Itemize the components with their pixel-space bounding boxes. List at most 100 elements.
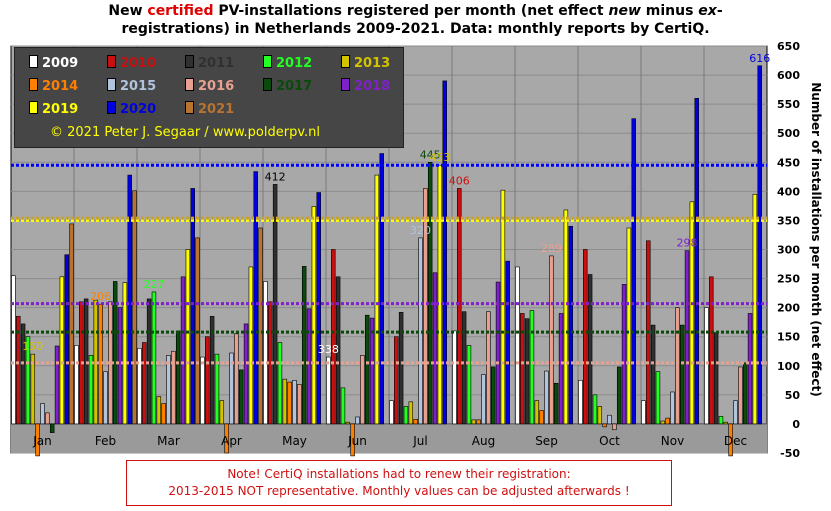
bar-2019-feb [122,282,128,425]
legend-entry-2017: 2017 [263,78,312,94]
x-tick-label: Aug [472,434,495,448]
bar-2018-may [306,308,312,425]
note-box: Note! CertiQ installations had to renew … [126,460,672,506]
bar-2019-aug [500,189,506,425]
legend-entry-2019: 2019 [29,101,78,117]
y-tick-label: 150 [777,331,800,344]
bar-2016-jun [360,355,365,425]
bar-2013-jan [30,353,36,425]
bar-2014-mar [161,403,166,425]
data-label: 445 [420,148,441,161]
bar-2011-dec [713,332,719,425]
y-tick-label: 350 [777,214,800,227]
bar-2017-jul [427,161,433,425]
legend-label: 2018 [354,79,391,94]
bar-2017-aug [490,366,496,425]
legend-entry-2009: 2009 [29,55,78,71]
y-tick-label: 650 [777,40,800,53]
y-tick-label: 600 [777,69,800,82]
bar-2009-may [263,281,268,425]
copyright-text: © 2021 Peter J. Segaar / www.polderpv.nl [50,125,320,140]
legend-label: 2015 [120,79,157,94]
bar-2018-sep [558,313,564,425]
note-line-1: Note! CertiQ installations had to renew … [227,467,571,481]
bar-2011-jun [335,276,341,425]
bar-2018-aug [495,281,501,425]
bar-2014-nov [665,417,670,425]
bar-2014-sep [539,410,544,425]
legend-entry-2021: 2021 [185,101,234,117]
bar-2016-oct [612,423,617,431]
bar-2015-oct [607,414,612,425]
bar-2010-jun [331,249,336,425]
bar-2018-jul [432,272,438,425]
bar-2014-jan [35,423,40,457]
y-tick-label: 100 [777,360,800,373]
y-tick-label: 200 [777,302,800,315]
legend-label: 2009 [42,56,79,71]
bar-2014-jul [413,418,418,425]
bar-2015-feb [103,371,108,425]
bar-2016-dec [738,366,743,425]
bar-2013-aug [471,419,477,425]
bar-2017-apr [238,369,244,425]
bar-2021-feb [132,190,137,425]
bar-2014-jun [350,423,355,457]
y-tick-label: 300 [777,244,800,257]
data-label: 227 [143,278,164,291]
bar-2020-aug [505,260,510,425]
x-tick-label: Jan [32,434,52,448]
chart-legend: 2009 2010 2011 2012 2013 2014 2015 2016 2017 2018… [14,47,404,148]
bar-2017-feb [112,281,118,425]
bar-2010-dec [709,276,714,425]
bar-2020-jul [442,80,447,425]
data-label: 616 [749,52,770,65]
bar-2017-may [301,266,307,425]
legend-entry-2018: 2018 [341,78,390,94]
legend-swatch [185,78,194,91]
bar-2009-jul [389,400,394,425]
bar-2016-may [297,384,302,425]
data-label: 150 [22,340,43,353]
bar-2012-aug [466,345,472,425]
bar-2017-dec [742,362,748,425]
bar-2019-jun [374,174,380,425]
bar-2015-jun [355,416,360,425]
bar-2019-oct [626,227,632,425]
bar-2021-apr [258,227,263,425]
bar-2009-apr [200,356,205,425]
legend-label: 2020 [120,102,157,117]
data-label: 298 [677,237,698,250]
bar-2021-jan [69,223,74,425]
bar-2020-mar [190,188,195,425]
legend-swatch [185,101,194,114]
bar-2019-dec [752,193,758,425]
bar-2016-apr [234,333,239,425]
x-tick-label: Feb [95,434,116,448]
bar-2015-sep [544,370,549,425]
bar-2018-mar [180,276,186,425]
legend-label: 2019 [42,102,79,117]
legend-swatch [29,78,38,91]
legend-entry-2013: 2013 [341,55,390,71]
bar-2012-nov [655,371,661,425]
legend-swatch [185,55,194,68]
bar-2020-apr [253,171,258,425]
bar-2015-dec [733,400,738,425]
bar-2010-mar [142,342,147,425]
bar-2012-sep [529,310,535,425]
note-line-2: 2013-2015 NOT representative. Monthly va… [168,484,630,498]
y-tick-label: -50 [780,447,800,460]
bar-2016-aug [486,311,491,425]
bar-2019-sep [563,209,569,425]
bar-2015-may [292,380,297,425]
bar-2015-apr [229,352,234,425]
bar-2010-jan [16,316,21,425]
legend-label: 2010 [120,56,157,71]
bar-2019-apr [248,266,254,425]
bar-2018-dec [747,313,753,425]
legend-label: 2011 [198,56,235,71]
bar-2013-mar [156,396,162,425]
bar-2012-feb [88,355,94,425]
data-label: 206 [90,290,111,303]
